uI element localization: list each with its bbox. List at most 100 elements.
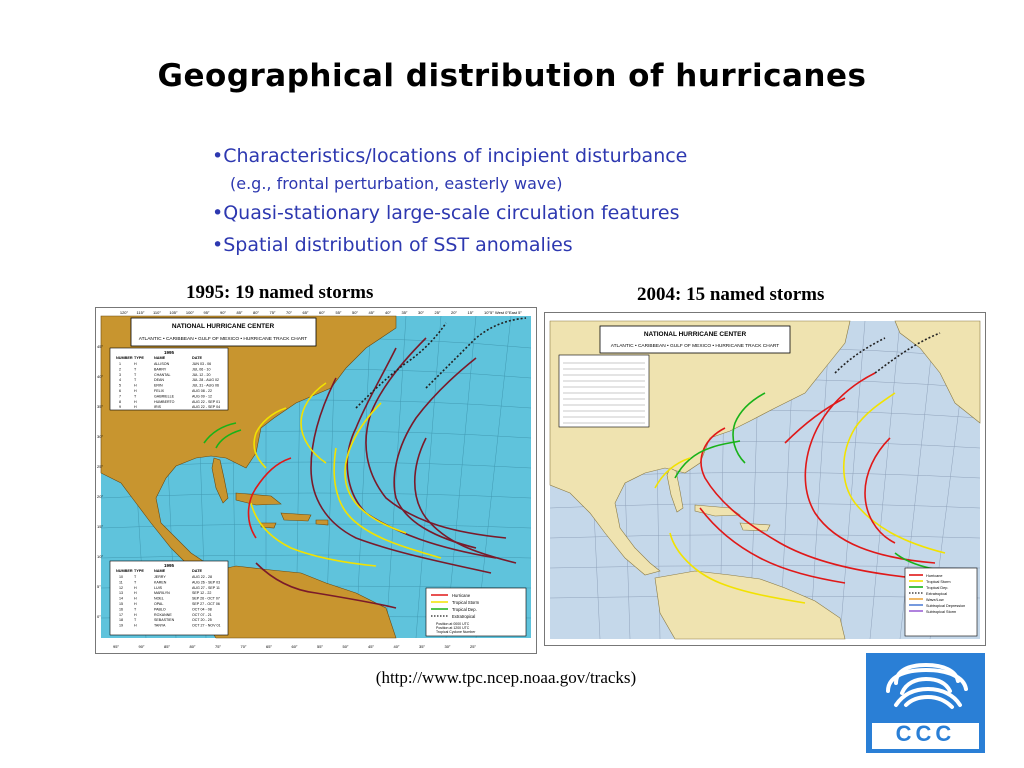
longitude-label: 40° bbox=[385, 310, 391, 315]
table-cell: 14 bbox=[119, 597, 123, 601]
table-cell: HUMBERTO bbox=[154, 400, 175, 404]
longitude-label: 5° West 0°East bbox=[490, 310, 518, 315]
table-cell: JUL 28 - AUG 02 bbox=[192, 378, 219, 382]
table-cell: AUG 26 - SEP 03 bbox=[192, 580, 220, 584]
longitude-label: 55° bbox=[335, 310, 341, 315]
legend-tropical-storm: Tropical Storm bbox=[452, 600, 480, 605]
legend-wave-low: Wave/Low bbox=[926, 598, 944, 602]
table-cell: H bbox=[134, 362, 137, 366]
table-cell: T bbox=[134, 373, 137, 377]
legend-tropical-dep: Tropical Dep. bbox=[926, 586, 948, 590]
legend-subtropical-depression: Subtropical Depression bbox=[926, 604, 965, 608]
table-cell: T bbox=[134, 394, 137, 398]
longitude-label: 115° bbox=[137, 310, 145, 315]
longitude-label: 70° bbox=[240, 644, 246, 649]
table-cell: IRIS bbox=[154, 405, 162, 409]
logo-text-band bbox=[872, 723, 979, 749]
hurricane-track-chart-1995: NATIONAL HURRICANE CENTER ATLANTIC • CAR… bbox=[95, 307, 537, 654]
longitude-label: 30° bbox=[418, 310, 424, 315]
table-cell: T bbox=[134, 580, 137, 584]
longitude-label: 50° bbox=[352, 310, 358, 315]
latitude-label: 15° bbox=[97, 524, 103, 529]
table-cell: OCT 20 - 25 bbox=[192, 618, 212, 622]
longitude-label: 100° bbox=[186, 310, 195, 315]
table-cell: 15 bbox=[119, 602, 123, 606]
longitude-label: 110° bbox=[153, 310, 161, 315]
bullet-item: •Characteristics/locations of incipient … bbox=[212, 145, 688, 167]
latitude-label: 0° bbox=[97, 614, 101, 619]
table-header-cell: TYPE bbox=[134, 356, 144, 360]
table-header-cell: TYPE bbox=[134, 569, 144, 573]
storm-table-top bbox=[109, 347, 229, 411]
table-cell: 7 bbox=[119, 394, 121, 398]
chart-header-title: NATIONAL HURRICANE CENTER bbox=[172, 323, 275, 330]
longitude-label: 95° bbox=[113, 644, 119, 649]
legend-hurricane: Hurricane bbox=[926, 574, 942, 578]
longitude-label: 90° bbox=[220, 310, 226, 315]
table-cell: AUG 08 - 22 bbox=[192, 389, 212, 393]
longitude-label: 120° bbox=[120, 310, 129, 315]
table-cell: 17 bbox=[119, 613, 123, 617]
table-cell: 11 bbox=[119, 580, 123, 584]
table-cell: H bbox=[134, 384, 137, 388]
latitude-label: 10° bbox=[97, 554, 103, 559]
table-cell: T bbox=[134, 575, 137, 579]
longitude-label: 35° bbox=[419, 644, 425, 649]
longitude-label: 75° bbox=[215, 644, 221, 649]
table-cell: H bbox=[134, 405, 137, 409]
storm-table-rows bbox=[563, 362, 645, 424]
latitude-label: 5° bbox=[97, 584, 101, 589]
longitude-label: 95° bbox=[203, 310, 209, 315]
longitude-label: 20° bbox=[451, 310, 457, 315]
longitude-label: 60° bbox=[291, 644, 297, 649]
longitude-label: 105° bbox=[169, 310, 178, 315]
latitude-label: 30° bbox=[97, 434, 103, 439]
longitude-label: 50° bbox=[342, 644, 348, 649]
legend-hurricane: Hurricane bbox=[452, 593, 471, 598]
table-cell: H bbox=[134, 613, 137, 617]
table-cell: H bbox=[134, 602, 137, 606]
longitude-label: 55° bbox=[317, 644, 323, 649]
table-cell: 18 bbox=[119, 618, 123, 622]
latitude-label: 45° bbox=[97, 344, 103, 349]
table-header-cell: NAME bbox=[154, 569, 166, 573]
table-cell: SEP 26 - OCT 07 bbox=[192, 597, 220, 601]
table-cell: 13 bbox=[119, 591, 123, 595]
table-cell: 6 bbox=[119, 389, 121, 393]
longitude-label: 5° bbox=[518, 310, 522, 315]
table-cell: JUL 12 - 20 bbox=[192, 373, 210, 377]
table-cell: JUN 03 - 06 bbox=[192, 362, 211, 366]
table-cell: 4 bbox=[119, 378, 121, 382]
latitude-label: 40° bbox=[97, 374, 103, 379]
longitude-label: 25° bbox=[434, 310, 440, 315]
storm-table-bottom bbox=[109, 560, 229, 636]
table-cell: T bbox=[134, 367, 137, 371]
table-cell: AUG 22 - SEP 01 bbox=[192, 400, 220, 404]
longitude-label: 60° bbox=[319, 310, 325, 315]
legend-subtropical-storm: Subtropical Storm bbox=[926, 610, 956, 614]
table-cell: H bbox=[134, 586, 137, 590]
table-cell: 1 bbox=[119, 362, 121, 366]
legend-extratropical: Extratropical bbox=[926, 592, 947, 596]
table-cell: 9 bbox=[119, 405, 121, 409]
table-cell: H bbox=[134, 624, 137, 628]
bullet-item: •Spatial distribution of SST anomalies bbox=[212, 234, 573, 256]
table-header-cell: DATE bbox=[192, 569, 203, 573]
table-cell: GABRIELLE bbox=[154, 394, 175, 398]
longitude-label: 90° bbox=[138, 644, 144, 649]
legend-tropical-dep: Tropical Dep. bbox=[452, 607, 477, 612]
table-cell: DEAN bbox=[154, 378, 164, 382]
storm-table-year: 1995 bbox=[164, 350, 175, 355]
table-cell: SEBASTIEN bbox=[154, 618, 175, 622]
logo-text: CCC bbox=[895, 721, 956, 746]
table-header-cell: NAME bbox=[154, 356, 166, 360]
latitude-label: 25° bbox=[97, 464, 103, 469]
table-cell: AUG 09 - 12 bbox=[192, 394, 212, 398]
table-cell: AUG 22 - 28 bbox=[192, 575, 212, 579]
table-cell: AUG 22 - SEP 04 bbox=[192, 405, 220, 409]
longitude-label: 85° bbox=[164, 644, 170, 649]
table-cell: T bbox=[134, 618, 137, 622]
table-cell: FELIX bbox=[154, 389, 165, 393]
longitude-label: 45° bbox=[368, 310, 374, 315]
table-cell: H bbox=[134, 591, 137, 595]
